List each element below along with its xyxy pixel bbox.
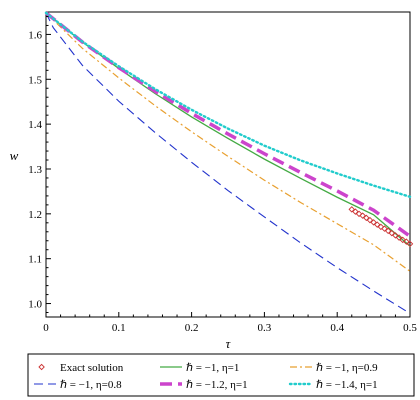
y-tick-label: 1.6 xyxy=(28,29,42,41)
exact-solution-marker xyxy=(392,232,399,239)
y-axis-title: w xyxy=(10,148,19,163)
series-line-3 xyxy=(45,12,411,314)
exact-solution-marker xyxy=(388,229,396,237)
y-tick-label: 1.5 xyxy=(28,74,42,86)
legend-label-2: ℏ = −1, η=0.9 xyxy=(316,362,378,374)
legend-box xyxy=(27,353,415,397)
exact-solution-marker xyxy=(370,219,377,226)
legend-label-4: ℏ = −1.2, η=1 xyxy=(186,379,248,391)
x-tick-label: 0.3 xyxy=(258,322,272,334)
legend: Exact solution ℏ = −1, η=1 ℏ = −1, η=0.9 ℏ … xyxy=(34,362,378,391)
exact-solution-marker xyxy=(384,227,392,235)
x-tick-label: 0.2 xyxy=(185,322,199,334)
exact-solution-marker xyxy=(374,221,381,228)
plot-frame xyxy=(45,11,411,318)
exact-solution-marker xyxy=(359,212,366,219)
legend-label-0: Exact solution xyxy=(60,362,124,374)
y-tick-label: 1.3 xyxy=(28,164,42,176)
exact-solution-marker xyxy=(348,206,355,213)
x-tick-label: 0.1 xyxy=(112,322,126,334)
exact-solution-marker xyxy=(406,240,414,248)
y-tick-label: 1.1 xyxy=(28,254,42,266)
exact-solution-marker xyxy=(366,216,374,224)
x-axis-title: τ xyxy=(226,336,232,351)
exact-solution-marker xyxy=(352,208,359,215)
plot-lines xyxy=(44,11,414,314)
series-line-5 xyxy=(44,11,412,198)
exact-solution-marker xyxy=(395,234,403,241)
legend-label-5: ℏ = −1.4, η=1 xyxy=(316,379,378,391)
legend-label-1: ℏ = −1, η=1 xyxy=(186,362,239,374)
exact-solution-marker xyxy=(403,238,410,245)
series-line-2 xyxy=(45,12,411,272)
axes: 0 0.1 0.2 0.3 0.4 0.5 1.0 1.1 1.2 1.3 1.4 1.5 1.6 xyxy=(28,15,417,334)
x-tick-label: 0.4 xyxy=(330,322,344,334)
y-tick-label: 1.2 xyxy=(28,209,42,221)
x-tick-label: 0.5 xyxy=(403,322,417,334)
x-tick-label: 0 xyxy=(43,322,49,334)
exact-solution-marker xyxy=(381,225,388,232)
legend-label-3: ℏ = −1, η=0.8 xyxy=(60,379,122,391)
legend-swatch-0 xyxy=(38,363,45,371)
exact-solution-marker xyxy=(363,214,370,222)
series-line-4 xyxy=(44,11,412,238)
y-tick-label: 1.0 xyxy=(28,299,42,311)
y-tick-label: 1.4 xyxy=(28,119,42,131)
